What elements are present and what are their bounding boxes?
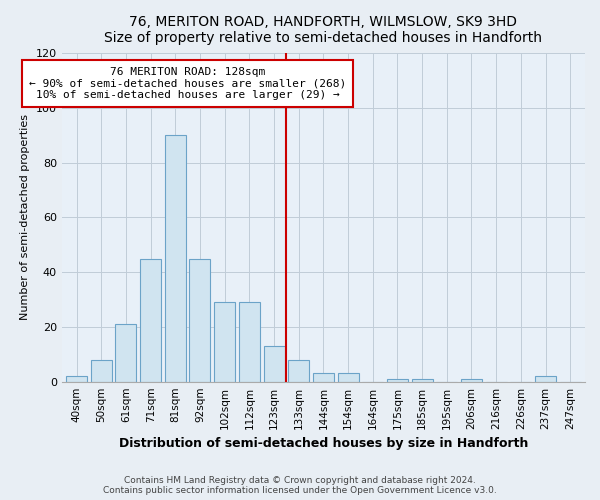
- Bar: [91, 360, 112, 382]
- Bar: [288, 360, 309, 382]
- Bar: [313, 374, 334, 382]
- Y-axis label: Number of semi-detached properties: Number of semi-detached properties: [20, 114, 30, 320]
- Bar: [140, 258, 161, 382]
- Bar: [66, 376, 87, 382]
- Bar: [115, 324, 136, 382]
- Bar: [263, 346, 284, 382]
- Title: 76, MERITON ROAD, HANDFORTH, WILMSLOW, SK9 3HD
Size of property relative to semi: 76, MERITON ROAD, HANDFORTH, WILMSLOW, S…: [104, 15, 542, 45]
- Bar: [214, 302, 235, 382]
- Text: Contains HM Land Registry data © Crown copyright and database right 2024.
Contai: Contains HM Land Registry data © Crown c…: [103, 476, 497, 495]
- Bar: [535, 376, 556, 382]
- Text: 76 MERITON ROAD: 128sqm
← 90% of semi-detached houses are smaller (268)
10% of s: 76 MERITON ROAD: 128sqm ← 90% of semi-de…: [29, 67, 346, 100]
- Bar: [190, 258, 211, 382]
- X-axis label: Distribution of semi-detached houses by size in Handforth: Distribution of semi-detached houses by …: [119, 437, 528, 450]
- Bar: [165, 136, 186, 382]
- Bar: [412, 379, 433, 382]
- Bar: [461, 379, 482, 382]
- Bar: [338, 374, 359, 382]
- Bar: [239, 302, 260, 382]
- Bar: [387, 379, 408, 382]
